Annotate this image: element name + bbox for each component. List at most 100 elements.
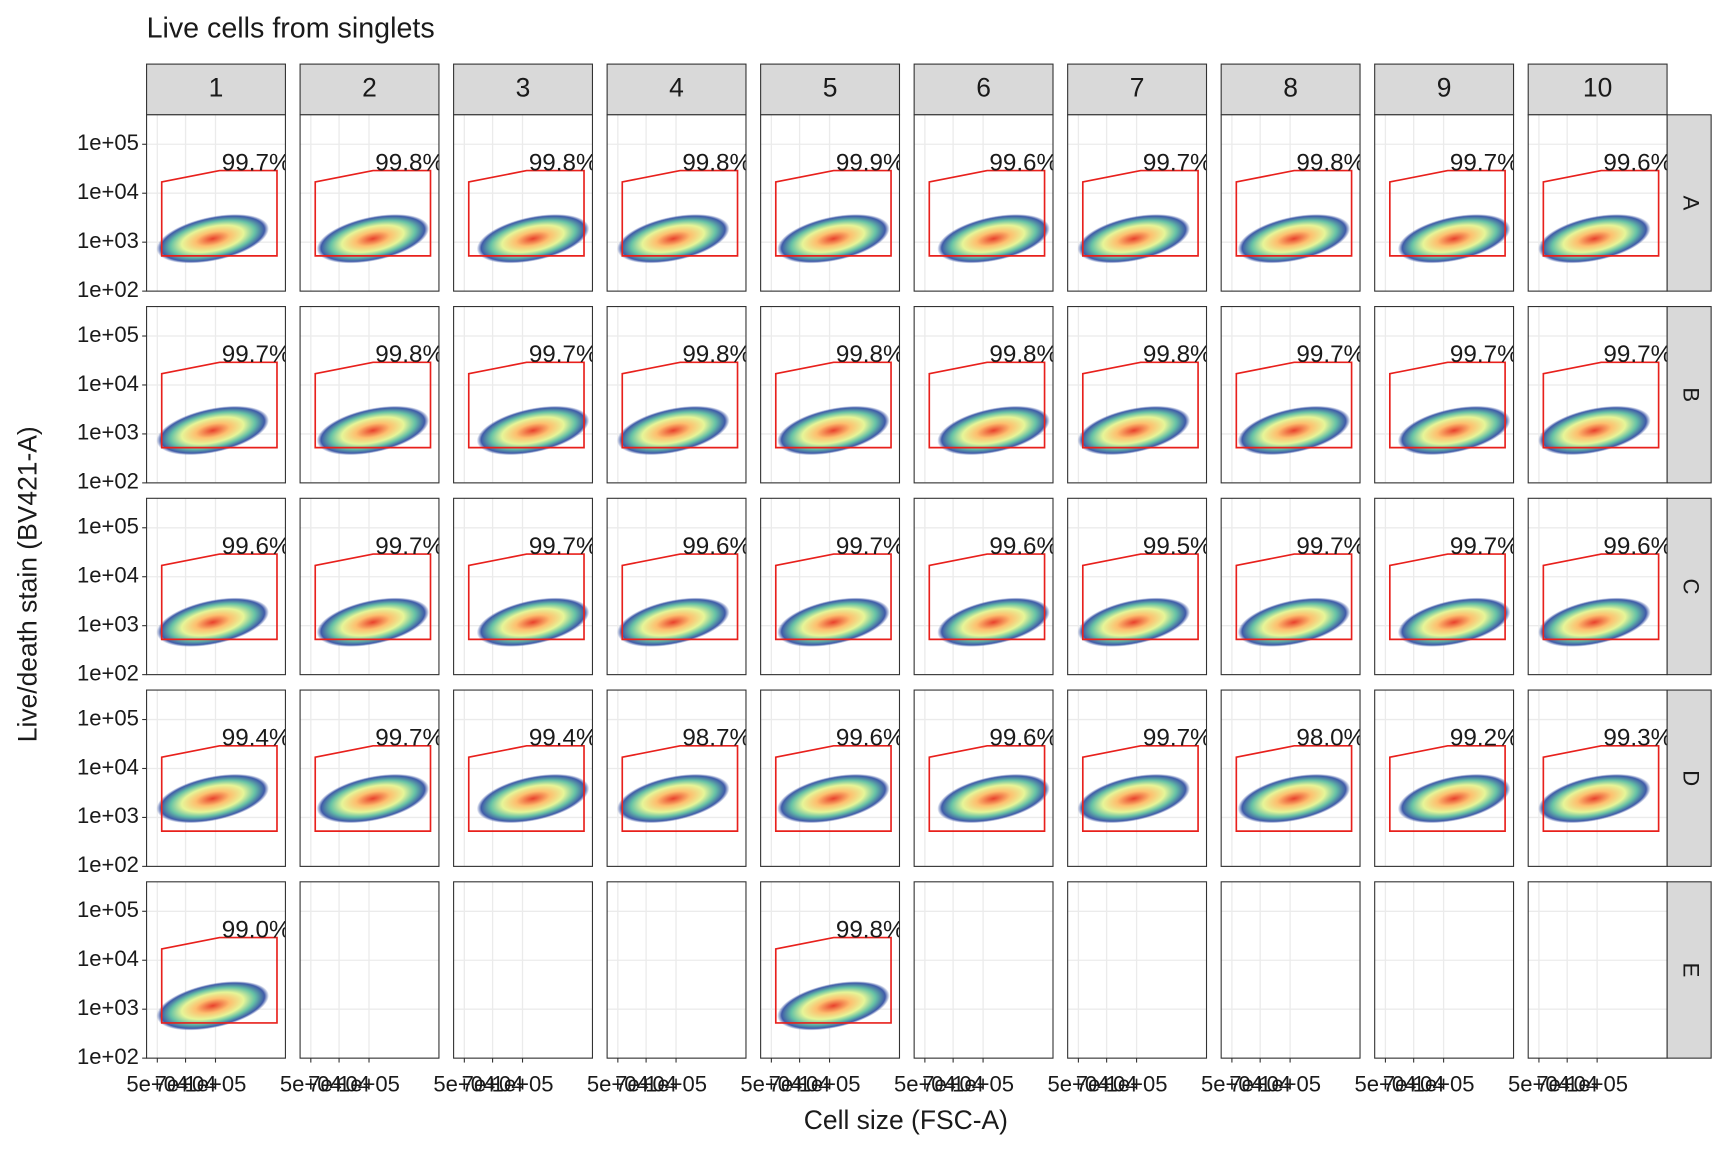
strip	[606, 63, 747, 116]
panel: 99.8%	[913, 305, 1054, 484]
column-label: 3	[516, 72, 531, 102]
panel: 99.7%	[1067, 689, 1208, 868]
panel-border	[913, 881, 1054, 1059]
gate	[621, 361, 739, 449]
gate	[467, 553, 585, 641]
y-tick-label: 1e+04	[77, 563, 139, 588]
gate-label: 99.7%	[1143, 149, 1212, 176]
panel-border	[1527, 114, 1668, 292]
column-label: 6	[976, 72, 991, 102]
strip	[1666, 497, 1712, 676]
y-tick-label: 1e+02	[77, 469, 139, 494]
gate	[314, 169, 432, 257]
gate	[928, 169, 1046, 257]
gate	[1542, 553, 1660, 641]
gate-label: 99.9%	[836, 149, 905, 176]
density-cloud	[476, 214, 590, 264]
panel: 99.8%	[606, 305, 751, 484]
panel: 99.7%	[1067, 114, 1212, 292]
row-label: B	[1678, 387, 1703, 402]
panel-border	[146, 305, 286, 484]
panel-border	[453, 497, 594, 676]
y-tick-label: 1e+04	[77, 754, 139, 779]
panel-border	[1067, 497, 1208, 676]
panel: 99.9%	[760, 114, 905, 292]
density-cloud	[316, 773, 430, 824]
gate	[160, 936, 278, 1024]
density-cloud	[316, 405, 430, 456]
row-label: A	[1678, 196, 1703, 211]
x-tick-label: 7e+04	[1536, 1072, 1598, 1097]
panel: 99.7% 1e+02 1e+03 1e+04 1e+05	[77, 305, 286, 494]
panel: 99.7%	[1220, 497, 1361, 676]
x-tick-label: 5e+04	[1354, 1072, 1416, 1097]
y-tick-label: 1e+03	[77, 995, 139, 1020]
density-cloud	[156, 405, 269, 456]
gate-label: 99.6%	[989, 533, 1058, 560]
panel: 99.7%	[453, 305, 594, 484]
x-tick-label: 1e+05	[185, 1072, 247, 1097]
gate	[774, 553, 892, 641]
strip	[1527, 63, 1668, 116]
strip	[913, 63, 1054, 116]
x-tick-label: 7e+04	[462, 1072, 524, 1097]
gate-label: 99.0%	[222, 916, 291, 943]
gate	[160, 553, 278, 641]
panel-border	[299, 689, 440, 867]
panel: 99.6%	[913, 689, 1054, 868]
y-tick-label: 1e+05	[77, 897, 139, 922]
gate	[314, 361, 432, 449]
panel-border	[1067, 114, 1208, 292]
gate-label: 99.2%	[1450, 725, 1519, 752]
panel-border	[299, 305, 440, 484]
gate	[621, 553, 739, 641]
strip	[146, 63, 286, 116]
gate-label: 98.0%	[1296, 725, 1365, 752]
x-tick-label: 7e+04	[769, 1072, 831, 1097]
gate-label: 99.8%	[1143, 341, 1212, 368]
gate-label: 99.7%	[1450, 341, 1519, 368]
density-cloud	[1237, 597, 1351, 647]
gate	[467, 169, 585, 257]
gate	[774, 169, 892, 257]
x-tick-label: 5e+04	[1201, 1072, 1263, 1097]
y-tick-label: 1e+05	[77, 705, 139, 730]
gate-label: 99.6%	[222, 533, 291, 560]
strip	[1666, 305, 1712, 484]
panel: 99.7%	[1374, 497, 1515, 676]
y-tick-label: 1e+04	[77, 946, 139, 971]
density-cloud	[1538, 405, 1651, 456]
density-cloud	[1397, 405, 1511, 456]
y-tick-label: 1e+03	[77, 612, 139, 637]
density-cloud	[1397, 773, 1511, 824]
panel-border	[760, 689, 901, 867]
gate-label: 99.6%	[682, 533, 751, 560]
density-cloud	[1237, 214, 1351, 264]
y-tick-label: 1e+05	[77, 322, 139, 347]
gate	[1389, 361, 1506, 449]
column-label: 7	[1130, 72, 1145, 102]
gate	[774, 936, 892, 1024]
gate-label: 99.6%	[989, 149, 1058, 176]
row-label: D	[1678, 770, 1703, 786]
panel-border	[760, 881, 901, 1059]
x-tick-label: 5e+04	[1047, 1072, 1109, 1097]
panel-border	[913, 305, 1054, 484]
panel: 99.7%	[1374, 305, 1519, 484]
y-tick-label: 1e+03	[77, 420, 139, 445]
density-cloud	[1077, 597, 1191, 647]
panel: 98.7%	[606, 689, 747, 868]
gate	[774, 745, 892, 832]
panel: 99.7%	[1220, 305, 1361, 484]
density-cloud	[777, 773, 890, 824]
gate	[928, 361, 1046, 449]
gate-label: 99.8%	[682, 341, 751, 368]
density-cloud	[777, 214, 890, 264]
gate-label: 99.7%	[375, 725, 444, 752]
panel: 99.3%	[1527, 689, 1668, 868]
density-cloud	[1237, 773, 1351, 824]
y-tick-label: 1e+03	[77, 803, 139, 828]
